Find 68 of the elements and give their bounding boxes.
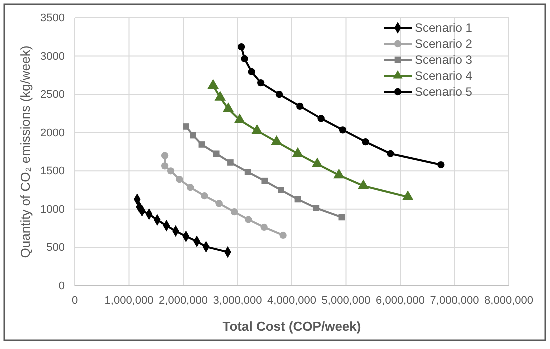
point (183, 124, 190, 130)
x-tick-label: 4,000,000 (268, 294, 316, 307)
legend-label: Scenario 2 (415, 37, 473, 52)
point (338, 214, 346, 221)
legend-label: Scenario 4 (415, 69, 473, 84)
point (262, 178, 268, 184)
point (313, 205, 320, 212)
x-axis-title: Total Cost (COP/week) (222, 319, 362, 334)
point (230, 208, 238, 216)
point (387, 150, 394, 158)
point (245, 216, 252, 224)
legend-label: Scenario 1 (415, 21, 473, 36)
point (161, 152, 169, 160)
point (280, 232, 287, 240)
y-tick-label: 2500 (40, 89, 65, 102)
y-tick-label: 1000 (40, 204, 65, 216)
point (190, 132, 196, 139)
y-tick-label: 3000 (40, 50, 65, 63)
legend-label: Scenario 5 (415, 85, 473, 100)
point (213, 150, 220, 158)
x-tick-label: 2,000,000 (159, 294, 208, 307)
point (228, 160, 234, 166)
point (438, 161, 445, 169)
x-tick-label: 1,000,000 (104, 294, 154, 307)
point (176, 176, 184, 184)
point (292, 147, 304, 158)
x-tick-label: 6,000,000 (376, 294, 425, 307)
point (214, 91, 226, 101)
point (238, 44, 246, 51)
y-tick-label: 0 (58, 280, 65, 293)
point (294, 196, 302, 203)
y-tick-label: 500 (46, 242, 65, 254)
x-tick-label: 0 (72, 294, 78, 307)
x-tick-label: 5,000,000 (322, 294, 371, 307)
point (278, 187, 284, 194)
y-tick-label: 2000 (40, 127, 65, 140)
point (260, 224, 268, 231)
y-tick-label: 1500 (40, 166, 65, 178)
point (402, 190, 414, 200)
point (334, 168, 345, 179)
y-axis-title: Quantity of CO₂ emissions (kg/week) (18, 46, 33, 258)
point (216, 200, 223, 208)
point (234, 114, 246, 124)
point (161, 162, 169, 170)
point (208, 79, 219, 90)
point (312, 158, 324, 168)
legend-label: Scenario 3 (415, 53, 473, 68)
point (252, 124, 263, 134)
point (167, 168, 175, 175)
point (198, 142, 206, 148)
point (186, 184, 194, 192)
point (296, 102, 304, 110)
point (339, 126, 347, 134)
point (271, 136, 282, 146)
point (222, 102, 234, 112)
point (318, 115, 325, 122)
point (201, 192, 208, 200)
point (241, 55, 248, 63)
point (362, 138, 370, 146)
point (248, 68, 256, 76)
x-tick-label: 3,000,000 (213, 294, 262, 307)
point (276, 91, 284, 98)
point (244, 169, 252, 176)
point (258, 80, 265, 87)
point (358, 180, 370, 190)
y-tick-label: 3500 (40, 12, 65, 25)
x-tick-label: 7,000,000 (430, 294, 480, 307)
x-tick-label: 8,000,000 (484, 294, 534, 307)
